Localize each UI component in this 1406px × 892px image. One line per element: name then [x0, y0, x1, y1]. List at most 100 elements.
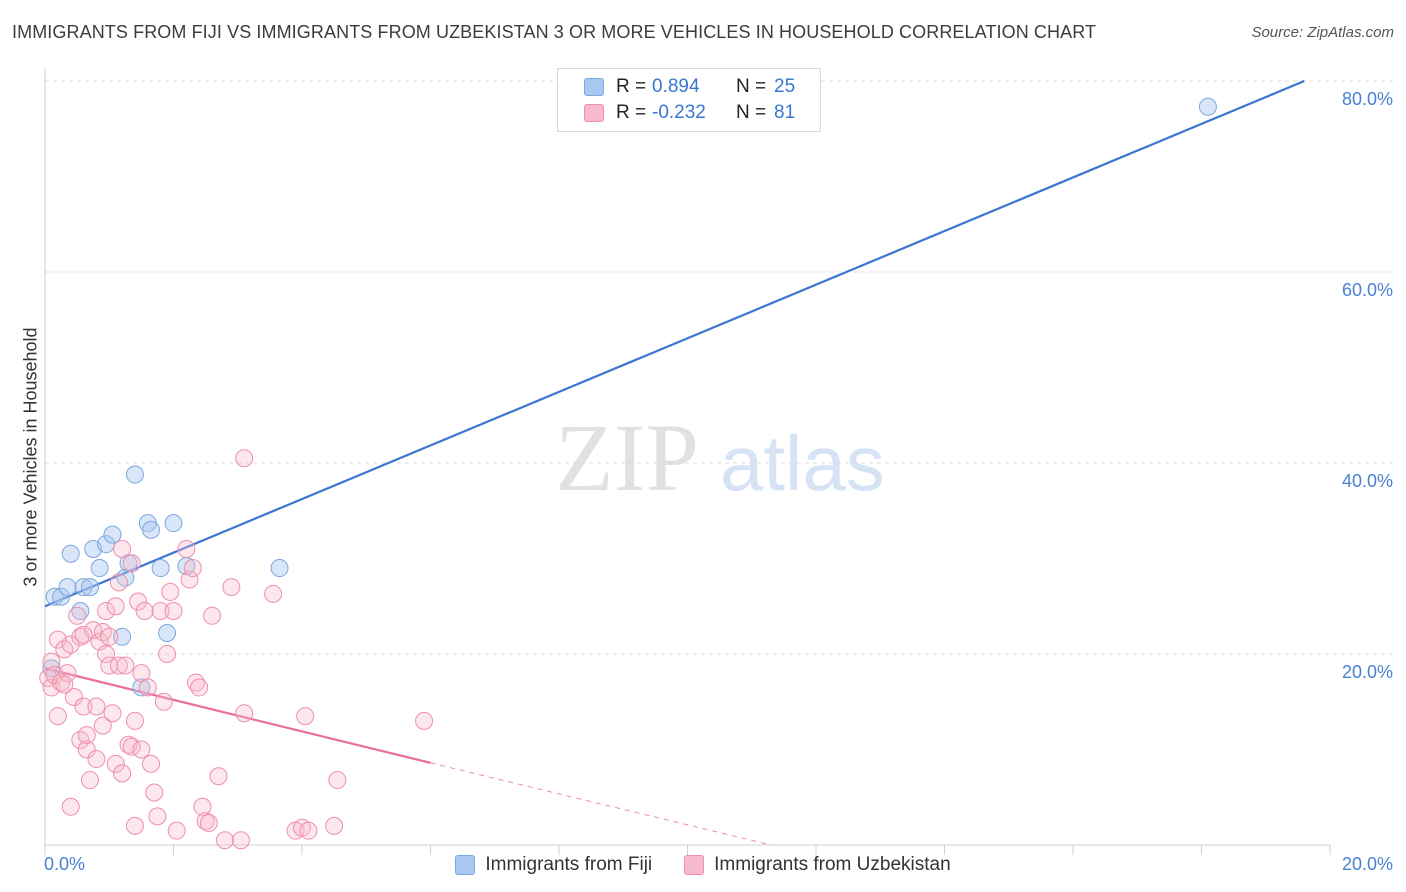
uzbekistan-point [97, 602, 116, 621]
uzbekistan-swatch [584, 104, 604, 122]
fiji-point [45, 587, 64, 606]
uzbekistan-point [177, 539, 196, 558]
uzbekistan-point [55, 675, 74, 694]
n-label: N = [736, 102, 767, 123]
uzbekistan-point [42, 652, 61, 671]
uzbekistan-point [196, 812, 215, 831]
uzbekistan-point [74, 625, 93, 644]
tick-labels: 20.0% 40.0% 60.0% 80.0% 0.0% 20.0% [44, 89, 1393, 874]
stats-legend-row-uzbekistan: R = -0.232 N = 81 [584, 100, 795, 126]
legend-item-fiji[interactable]: Immigrants from Fiji [455, 854, 652, 876]
fiji-point [1198, 97, 1217, 116]
uzbekistan-point [193, 797, 212, 816]
uzbekistan-point [61, 797, 80, 816]
r-value: 0.894 [652, 76, 700, 97]
uzbekistan-point [132, 740, 151, 759]
uzbekistan-point [116, 656, 135, 675]
uzbekistan-point [264, 584, 283, 603]
uzbekistan-point [93, 716, 112, 735]
uzbekistan-point [203, 606, 222, 625]
data-points [39, 97, 1217, 850]
axes [44, 68, 1331, 855]
uzbekistan-point [148, 807, 167, 826]
uzbekistan-point [142, 754, 161, 773]
uzbekistan-legend-swatch [684, 855, 705, 875]
uzbekistan-point [113, 539, 132, 558]
uzbekistan-point [58, 664, 77, 683]
uzbekistan-point [231, 831, 250, 850]
uzbekistan-point [190, 678, 209, 697]
r-label: R = [616, 76, 647, 97]
uzbekistan-point [87, 750, 106, 769]
uzbekistan-point [106, 754, 125, 773]
fiji-point [90, 559, 109, 578]
x-tick-label: 20.0% [1342, 854, 1393, 874]
uzbekistan-point [167, 821, 186, 840]
uzbekistan-point [138, 678, 157, 697]
uzbekistan-point [222, 578, 241, 597]
uzbekistan-point [180, 570, 199, 589]
uzbekistan-trend-extension [430, 762, 772, 846]
n-value: 81 [774, 102, 796, 123]
r-label: R = [616, 102, 647, 123]
uzbekistan-point [106, 597, 125, 616]
watermark-atlas: atlas [720, 419, 885, 507]
uzbekistan-point [164, 602, 183, 621]
uzbekistan-point [183, 559, 202, 578]
fiji-point [80, 578, 99, 597]
fiji-swatch [584, 78, 604, 96]
chart-source: Source: ZipAtlas.com [1251, 24, 1394, 41]
fiji-point [103, 525, 122, 544]
uzbekistan-point [145, 783, 164, 802]
uzbekistan-point [61, 635, 80, 654]
legend-item-uzbekistan[interactable]: Immigrants from Uzbekistan [684, 854, 951, 876]
uzbekistan-point [109, 656, 128, 675]
y-tick-label: 80.0% [1342, 89, 1393, 109]
legend-label-uzbekistan: Immigrants from Uzbekistan [714, 854, 951, 875]
uzbekistan-point [125, 711, 144, 730]
trend-lines [44, 79, 1305, 846]
uzbekistan-point [158, 645, 177, 663]
uzbekistan-point [328, 771, 347, 790]
uzbekistan-point [87, 697, 106, 716]
uzbekistan-point [97, 645, 116, 663]
fiji-point [58, 578, 77, 597]
grid-lines [45, 80, 1393, 655]
fiji-point [74, 578, 93, 597]
x-tick-label: 0.0% [44, 854, 85, 874]
uzbekistan-point [71, 730, 90, 749]
uzbekistan-point [209, 767, 228, 786]
stats-legend-row-fiji: R = 0.894 N = 25 [584, 74, 795, 100]
uzbekistan-point [93, 623, 112, 642]
uzbekistan-point [77, 740, 96, 759]
stats-legend: R = 0.894 N = 25 R = -0.232 N = 81 [557, 68, 821, 132]
uzbekistan-point [103, 704, 122, 723]
fiji-point [71, 602, 90, 621]
uzbekistan-trend-line [44, 667, 431, 764]
fiji-point [52, 587, 71, 606]
uzbekistan-point [186, 673, 205, 692]
fiji-point [125, 465, 144, 484]
fiji-point [151, 559, 170, 578]
watermark-zip: ZIP [555, 404, 699, 511]
uzbekistan-point [48, 707, 67, 726]
y-axis-title: 3 or more Vehicles in Household [20, 327, 41, 587]
uzbekistan-point [125, 816, 144, 835]
uzbekistan-point [77, 726, 96, 745]
y-tick-label: 40.0% [1342, 471, 1393, 491]
fiji-point [132, 678, 151, 697]
fiji-point [270, 559, 289, 578]
fiji-trend-line [44, 79, 1305, 608]
uzbekistan-point [215, 831, 234, 850]
uzbekistan-point [113, 764, 132, 783]
uzbekistan-point [161, 582, 180, 601]
fiji-point [164, 514, 183, 533]
n-value: 25 [774, 76, 796, 97]
uzbekistan-point [154, 692, 173, 711]
r-value: -0.232 [652, 102, 706, 123]
fiji-point [61, 544, 80, 563]
fiji-legend-swatch [455, 855, 476, 875]
fiji-point [158, 623, 177, 642]
chart-title: IMMIGRANTS FROM FIJI VS IMMIGRANTS FROM … [12, 22, 1097, 42]
